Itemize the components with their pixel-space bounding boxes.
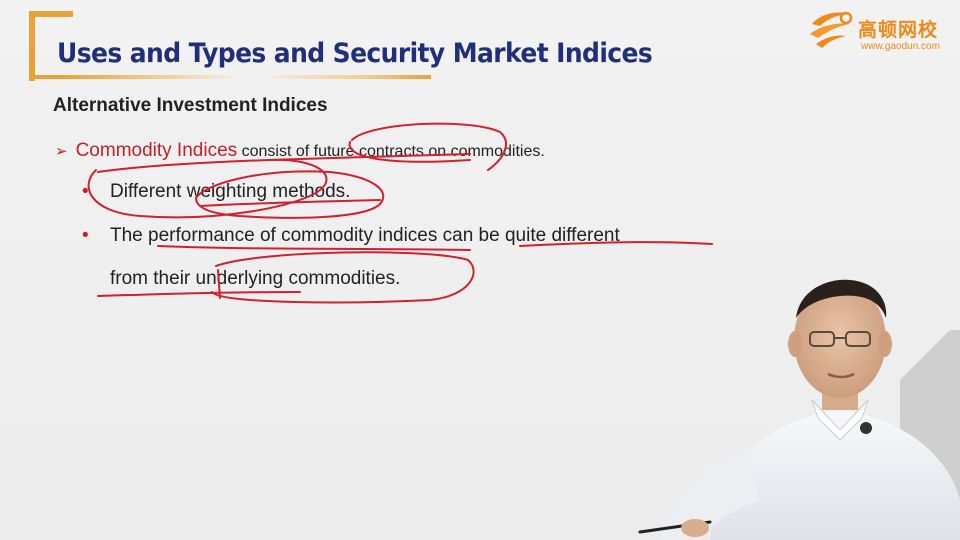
logo-swoosh-icon [810, 11, 853, 48]
logo-url: www.gaodun.com [861, 41, 940, 52]
slide-title: Uses and Types and Security Market Indic… [57, 37, 653, 69]
logo-chinese-name: 高顿网校 [858, 19, 939, 41]
arrow-bullet-icon: ➢ [55, 143, 68, 160]
highlighted-term: Commodity Indices [75, 140, 238, 161]
gaodun-logo: 高顿网校 www.gaodun.com [806, 6, 954, 56]
title-bracket [29, 11, 73, 81]
bullet-item: • The performance of commodity indices ca… [82, 225, 620, 247]
bullet-dot-icon: • [82, 225, 89, 246]
main-point: ➢ Commodity Indices consist of future con… [55, 140, 545, 162]
bullet-dot-icon: • [82, 181, 89, 202]
bullet-text: Different weighting methods. [110, 181, 351, 202]
bullet-text: The performance of commodity indices can… [110, 225, 620, 246]
bullet-text-continued: from their underlying commodities. [110, 268, 401, 289]
presenter-video [638, 279, 960, 540]
section-heading: Alternative Investment Indices [53, 95, 328, 116]
bullet-item: • Different weighting methods. [82, 181, 350, 203]
term-definition: consist of future contracts on commoditi… [237, 143, 545, 160]
title-underline [29, 75, 431, 79]
